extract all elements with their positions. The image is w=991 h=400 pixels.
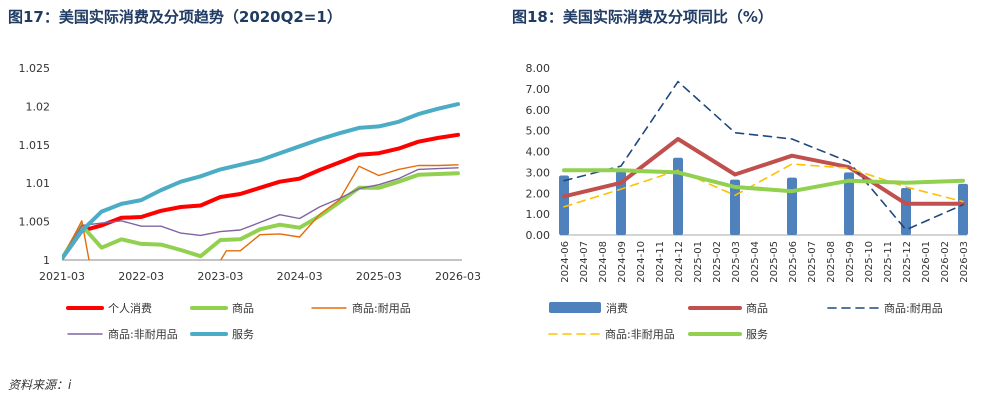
bar xyxy=(616,171,626,235)
x-tick-label: 2025-08 xyxy=(826,241,837,283)
x-tick-label: 2024-10 xyxy=(636,241,647,283)
legend-label: 商品 xyxy=(746,301,768,315)
bar xyxy=(958,183,968,235)
source-note: 资料来源：i xyxy=(8,378,72,392)
legend-label: 商品:耐用品 xyxy=(884,301,943,315)
legend-label: 个人消费 xyxy=(108,301,152,315)
chart-title-yoy: 图18：美国实际消费及分项同比（%） xyxy=(512,8,773,26)
yoy-chart: 0.00 1.00 2.00 3.00 4.00 5.00 6.00 7.00 8.00 2024… xyxy=(526,62,971,341)
x-tick-label: 2023-03 xyxy=(197,270,243,283)
x-tick-label: 2026-01 xyxy=(921,241,932,283)
trend-chart: 1 1.005 1.01 1.015 1.02 1.025 2021-03 2022-03 20… xyxy=(19,62,482,341)
x-tick-label: 2025-02 xyxy=(712,241,723,283)
series-line xyxy=(62,171,460,260)
y-tick-label: 1.025 xyxy=(19,62,51,75)
y-tick-label: 5.00 xyxy=(526,125,551,138)
legend-label: 消费 xyxy=(606,301,628,315)
x-tick-label: 2025-12 xyxy=(902,241,913,283)
series-line xyxy=(62,102,460,260)
legend-label: 商品:耐用品 xyxy=(352,301,411,315)
x-tick-label: 2024-06 xyxy=(560,241,571,283)
y-tick-label: 0.00 xyxy=(526,229,551,242)
y-tick-label: 1 xyxy=(43,254,50,267)
x-tick-label: 2025-01 xyxy=(693,241,704,283)
x-tick-label: 2021-03 xyxy=(39,270,85,283)
x-tick-label: 2025-03 xyxy=(731,241,742,283)
series-line xyxy=(219,164,459,260)
y-tick-label: 2.00 xyxy=(526,187,551,200)
y-tick-label: 1.005 xyxy=(19,216,51,229)
x-tick-label: 2024-08 xyxy=(598,241,609,283)
series-line xyxy=(562,168,965,194)
x-tick-label: 2024-03 xyxy=(277,270,323,283)
x-tick-label: 2024-07 xyxy=(579,241,590,283)
bar xyxy=(673,157,683,235)
chart-title-trend: 图17：美国实际消费及分项趋势（2020Q2=1） xyxy=(8,8,342,26)
x-tick-label: 2025-09 xyxy=(845,241,856,283)
legend-label: 服务 xyxy=(746,328,768,341)
x-tick-label: 2025-10 xyxy=(864,241,875,283)
bar xyxy=(844,172,854,235)
x-tick-label: 2026-02 xyxy=(940,241,951,283)
legend-label: 商品:非耐用品 xyxy=(605,327,675,341)
x-tick-label: 2024-11 xyxy=(655,241,666,283)
series-line xyxy=(563,80,964,231)
bar xyxy=(559,175,569,235)
legend-label: 服务 xyxy=(232,328,254,341)
x-tick-label: 2025-05 xyxy=(769,241,780,283)
series-line xyxy=(562,137,965,206)
x-tick-label: 2022-03 xyxy=(118,270,164,283)
y-tick-label: 1.01 xyxy=(26,177,51,190)
x-tick-label: 2025-11 xyxy=(883,241,894,283)
y-tick-label: 8.00 xyxy=(526,62,551,75)
x-tick-label: 2025-04 xyxy=(750,241,761,283)
legend-label: 商品:非耐用品 xyxy=(108,327,178,341)
legend-swatch xyxy=(549,302,601,313)
trend-series-group xyxy=(62,102,460,260)
x-tick-label: 2026-03 xyxy=(959,241,970,283)
series-line xyxy=(62,132,460,260)
y-tick-label: 4.00 xyxy=(526,146,551,159)
y-tick-label: 1.00 xyxy=(526,208,551,221)
bar xyxy=(787,177,797,235)
legend-label: 商品 xyxy=(232,301,254,315)
x-tick-label: 2025-06 xyxy=(788,241,799,283)
x-tick-label: 2025-07 xyxy=(807,241,818,283)
x-tick-label: 2024-12 xyxy=(674,241,685,283)
x-tick-label: 2024-09 xyxy=(617,241,628,283)
y-tick-label: 3.00 xyxy=(526,166,551,179)
y-tick-label: 1.02 xyxy=(26,100,51,113)
y-tick-label: 1.015 xyxy=(19,139,51,152)
y-tick-label: 6.00 xyxy=(526,104,551,117)
x-tick-label: 2026-03 xyxy=(435,270,481,283)
x-tick-label: 2025-03 xyxy=(356,270,402,283)
series-line xyxy=(62,167,459,260)
y-tick-label: 7.00 xyxy=(526,83,551,96)
